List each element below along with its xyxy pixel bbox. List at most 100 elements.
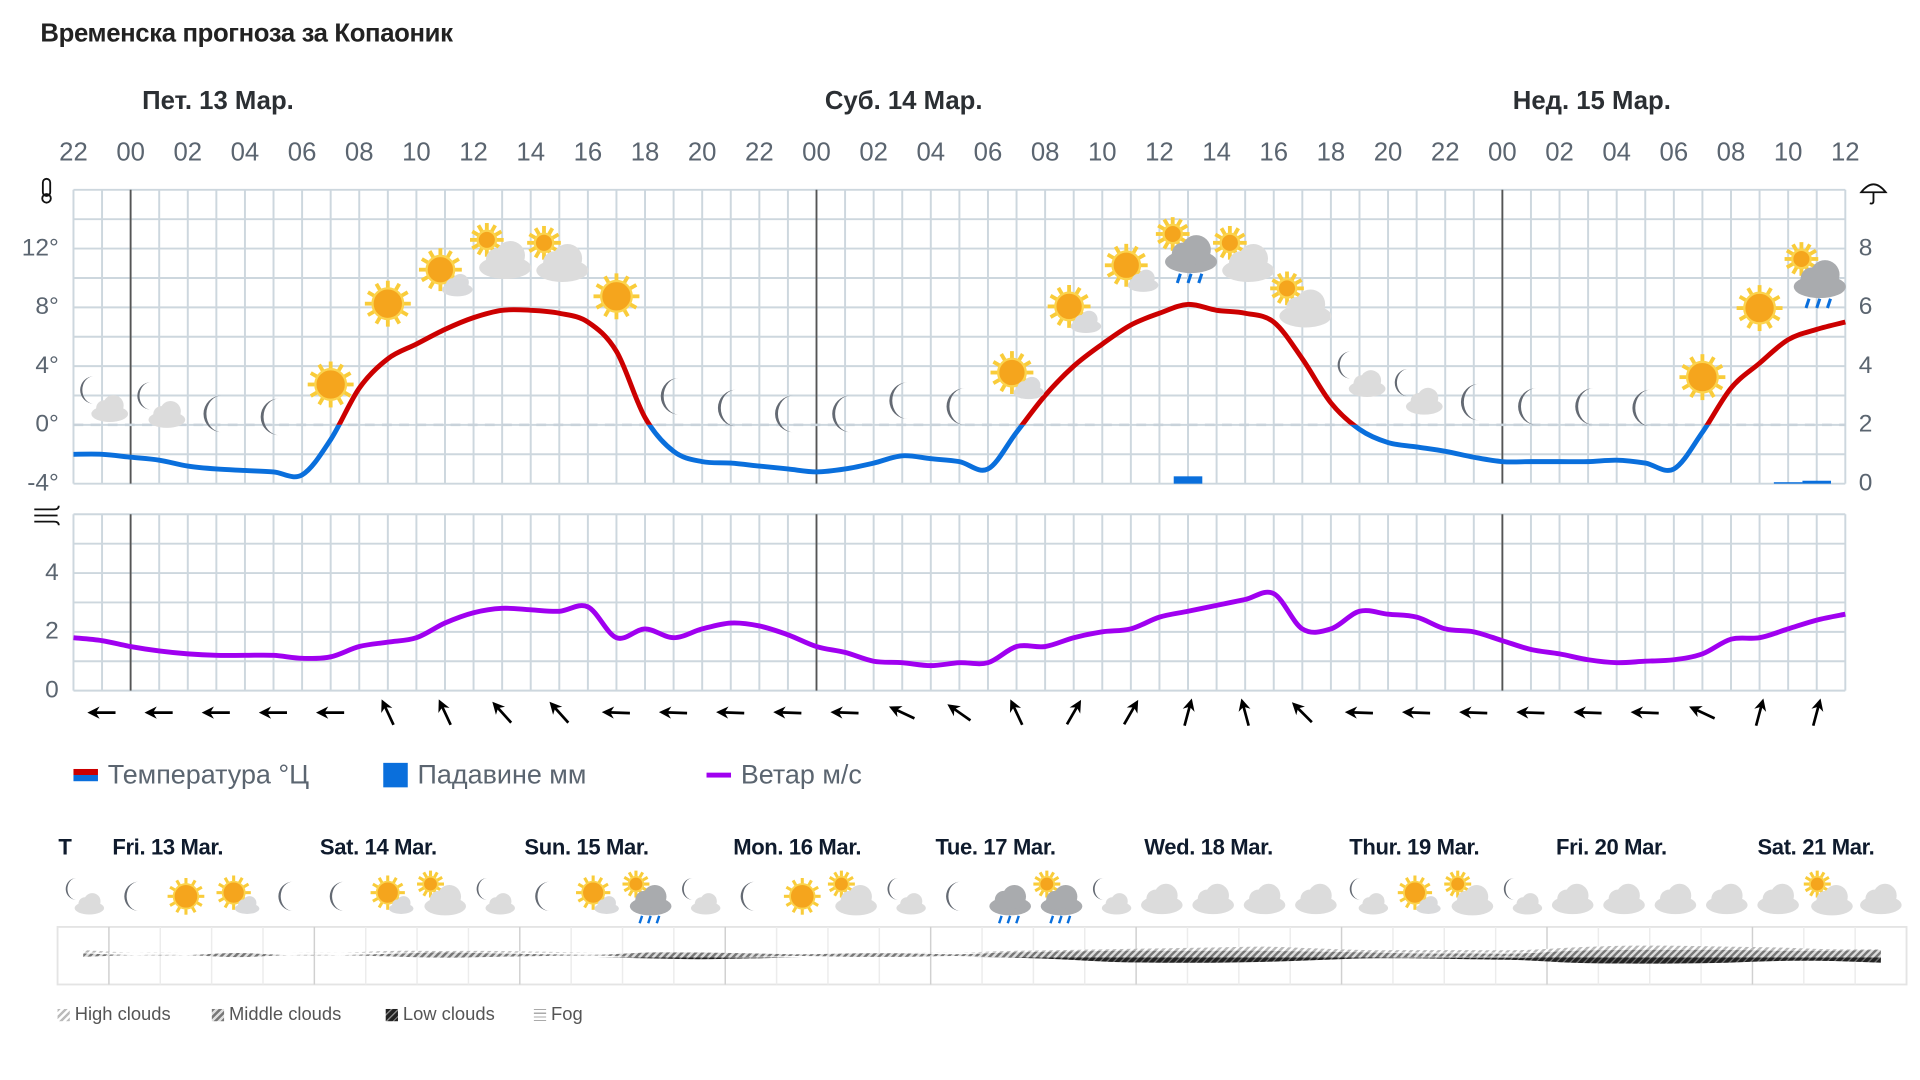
high-clouds-swatch <box>57 1008 70 1021</box>
precip-tick: 6 <box>1858 293 1873 321</box>
moon-icon <box>1632 389 1651 427</box>
moon-icon <box>660 377 680 415</box>
wind-tick: 2 <box>45 617 59 645</box>
sun-icon <box>307 361 354 408</box>
day-label: Пет. 13 Мар. <box>142 86 294 116</box>
cloud-sun-icon <box>417 870 467 916</box>
hour-label: 12 <box>459 138 488 167</box>
sun-icon <box>783 877 821 915</box>
moon-icon <box>946 881 961 912</box>
sun-cloud-icon <box>576 875 619 914</box>
sun-cloud-icon <box>216 875 260 914</box>
sun-icon <box>167 877 205 915</box>
cloud-icon <box>1243 883 1286 915</box>
cloud-icon <box>1705 883 1748 915</box>
hour-label: 10 <box>1087 138 1117 167</box>
page-title: Временска прогноза за Копаоник <box>40 19 453 48</box>
sun-cloud-icon <box>370 875 414 914</box>
legend-label: Fog <box>551 1004 583 1025</box>
sun-cloud-icon <box>990 351 1045 400</box>
wind-direction-arrow <box>201 706 230 719</box>
low-clouds-swatch <box>385 1008 398 1021</box>
moon-icon <box>889 382 908 420</box>
wind-direction-arrow <box>492 701 513 724</box>
night-partly-cloudy-icon <box>887 877 926 915</box>
moon-icon <box>1575 388 1594 425</box>
legend-middle-clouds: Middle clouds <box>211 1004 341 1025</box>
cloud-icon <box>1654 883 1697 915</box>
temp-tick: 4° <box>35 352 59 379</box>
sun-cloud-icon <box>1397 875 1441 914</box>
temp-tick: 0° <box>35 410 59 438</box>
moon-icon <box>329 881 345 912</box>
precip-tick: 0 <box>1858 469 1873 497</box>
legend-label: Температура °Ц <box>107 759 310 790</box>
hour-label: 06 <box>973 138 1003 167</box>
wind-direction-arrow <box>601 706 630 719</box>
hour-label: 00 <box>802 138 831 167</box>
hour-label: 02 <box>859 138 888 167</box>
precip-bar <box>1802 480 1832 484</box>
wind-swatch <box>706 772 732 778</box>
weekly-day-label: Mon. 16 Mar. <box>733 835 862 860</box>
hour-label: 16 <box>573 138 603 167</box>
cloud-sun-icon <box>827 870 877 916</box>
legend-temperature: Температура °Ц <box>73 759 309 791</box>
night-partly-cloudy-icon <box>137 382 186 428</box>
legend-label: Low clouds <box>402 1004 495 1025</box>
weekly-day-label: Fri. 13 Mar. <box>112 835 224 860</box>
precip-tick: 8 <box>1858 234 1873 262</box>
sun-icon <box>593 273 640 320</box>
weekly-day-label: Tue. 17 Mar. <box>935 835 1056 860</box>
wind-direction-arrow <box>1459 706 1488 719</box>
hour-label: 08 <box>1716 138 1746 167</box>
hour-label: 08 <box>344 138 374 167</box>
moon-icon <box>1518 388 1537 425</box>
wind-direction-arrow <box>1689 706 1716 720</box>
moon-icon <box>832 395 851 433</box>
rain-cloud-sun-icon <box>1155 217 1218 284</box>
hour-label: 14 <box>516 138 546 167</box>
wind-icon <box>34 505 60 526</box>
wind-direction-arrow <box>258 706 287 719</box>
hour-label: 10 <box>402 138 431 167</box>
wind-direction-arrow <box>144 706 173 719</box>
moon-icon <box>278 881 294 912</box>
hour-label: 00 <box>116 138 145 167</box>
cloud-sun-icon <box>1803 870 1853 916</box>
middle-clouds-swatch <box>211 1008 225 1021</box>
wind-tick: 0 <box>45 676 59 704</box>
legend-wind: Ветар м/с <box>706 759 862 791</box>
low-clouds-band <box>83 957 1881 964</box>
fog-swatch <box>533 1008 547 1021</box>
rain-cloud-sun-icon <box>1784 242 1846 309</box>
hour-label: 06 <box>287 138 317 167</box>
night-partly-cloudy-icon <box>1337 351 1386 397</box>
day-label: Нед. 15 Мар. <box>1512 86 1671 116</box>
legend-low-clouds: Low clouds <box>385 1004 495 1025</box>
hour-label: 00 <box>1488 138 1517 167</box>
temperature-grid <box>72 188 1847 485</box>
wind-direction-arrow <box>549 701 570 724</box>
legend-fog: Fog <box>533 1004 583 1025</box>
moon-icon <box>775 395 794 433</box>
cloud-sun-icon <box>527 225 589 282</box>
middle-clouds-band <box>83 949 1881 961</box>
precip-bar <box>1773 482 1803 484</box>
moon-icon <box>717 389 737 427</box>
hour-label: 02 <box>173 138 203 167</box>
cloud-sun-icon <box>469 223 532 280</box>
cloud-icon <box>1603 883 1645 915</box>
wind-direction-arrow <box>830 706 859 719</box>
wind-tick: 4 <box>45 558 59 586</box>
night-partly-cloudy-icon <box>1092 877 1132 915</box>
thermometer-icon <box>41 177 52 204</box>
weekly-cloud-chart <box>56 870 1908 986</box>
moon-icon <box>1460 383 1480 421</box>
moon-icon <box>124 881 140 912</box>
wind-direction-arrow <box>438 699 452 726</box>
hour-label: 20 <box>1373 138 1403 167</box>
wind-direction-arrow <box>1009 699 1024 726</box>
sun-icon <box>1679 354 1726 401</box>
